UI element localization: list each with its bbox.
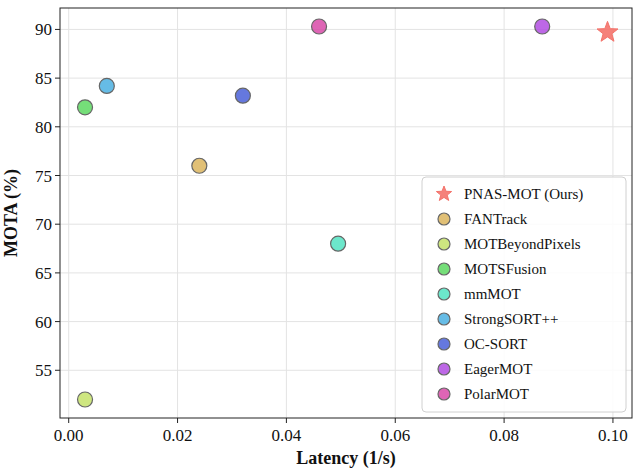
x-tick — [504, 418, 505, 423]
legend-label: OC-SORT — [464, 336, 527, 352]
y-tick — [55, 175, 60, 176]
plot-frame — [60, 8, 632, 418]
y-grid-line — [60, 175, 632, 176]
legend-marker — [438, 238, 450, 250]
x-tick — [68, 418, 69, 423]
y-tick-label: 90 — [35, 20, 52, 39]
y-tick — [55, 224, 60, 225]
legend-marker — [438, 313, 450, 325]
y-grid-line — [60, 126, 632, 127]
y-tick — [55, 126, 60, 127]
chart: 0.00 0.02 0.04 0.06 0.08 0.10 55 60 65 70 75 80 85 90… — [0, 0, 640, 473]
legend: PNAS-MOT (Ours) FANTrack MOTBeyondPixels MO… — [422, 177, 626, 412]
x-tick-label: 0.04 — [272, 426, 302, 445]
x-tick — [286, 418, 287, 423]
grid — [60, 8, 632, 418]
x-grid-line — [177, 8, 178, 418]
x-grid-line — [68, 8, 69, 418]
point — [99, 78, 114, 93]
point — [235, 88, 250, 103]
legend-marker — [438, 213, 450, 225]
x-tick-label: 0.08 — [489, 426, 519, 445]
x-tick — [612, 418, 613, 423]
legend-label: StrongSORT++ — [464, 311, 558, 327]
y-tick-label: 70 — [35, 215, 52, 234]
x-axis-label: Latency (1/s) — [296, 448, 395, 469]
x-tick — [177, 418, 178, 423]
y-tick — [55, 321, 60, 322]
point — [192, 158, 207, 173]
legend-label: PNAS-MOT (Ours) — [464, 186, 583, 203]
y-tick-label: 85 — [35, 69, 52, 88]
legend-label: MOTSFusion — [464, 261, 547, 277]
y-tick — [55, 29, 60, 30]
point — [78, 392, 93, 407]
x-grid-line — [286, 8, 287, 418]
x-tick — [395, 418, 396, 423]
point — [597, 21, 618, 41]
y-tick — [55, 78, 60, 79]
legend-label: MOTBeyondPixels — [464, 236, 581, 252]
legend-marker — [438, 338, 450, 350]
x-tick-label: 0.00 — [54, 426, 84, 445]
legend-label: FANTrack — [464, 211, 528, 227]
y-tick-label: 55 — [35, 361, 52, 380]
y-tick — [55, 370, 60, 371]
point — [331, 236, 346, 251]
legend-label: EagerMOT — [464, 361, 532, 377]
legend-marker — [436, 186, 451, 200]
y-tick — [55, 272, 60, 273]
point — [78, 100, 93, 115]
legend-marker — [438, 263, 450, 275]
x-tick-label: 0.06 — [380, 426, 410, 445]
point — [535, 19, 550, 34]
y-tick-label: 60 — [35, 313, 52, 332]
legend-label: mmMOT — [464, 286, 521, 302]
y-grid-line — [60, 78, 632, 79]
point — [312, 19, 327, 34]
x-tick-label: 0.10 — [598, 426, 628, 445]
y-tick-label: 75 — [35, 167, 52, 186]
x-grid-line — [395, 8, 396, 418]
legend-label: PolarMOT — [464, 386, 529, 402]
legend-marker — [438, 288, 450, 300]
legend-box — [422, 177, 626, 412]
y-tick-label: 65 — [35, 264, 52, 283]
y-tick-label: 80 — [35, 118, 52, 137]
legend-marker — [438, 388, 450, 400]
legend-marker — [438, 363, 450, 375]
y-axis-label: MOTA (%) — [1, 169, 22, 257]
x-tick-label: 0.02 — [163, 426, 193, 445]
